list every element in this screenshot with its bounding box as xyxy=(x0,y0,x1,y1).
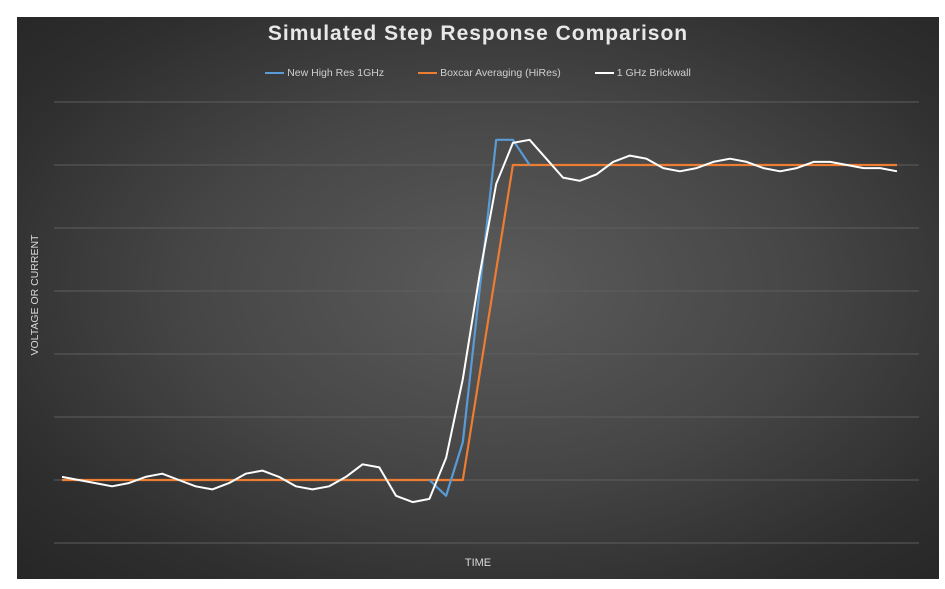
series-line-high-res xyxy=(428,138,531,497)
x-axis-label: TIME xyxy=(464,557,492,569)
legend-swatch-high-res xyxy=(265,72,285,74)
legend-swatch-brickwall xyxy=(594,72,614,74)
legend-label-brickwall: 1 GHz Brickwall xyxy=(616,67,691,79)
legend-swatch-boxcar xyxy=(418,72,438,74)
legend-item-boxcar: Boxcar Averaging (HiRes) xyxy=(418,67,561,79)
chart-area: Simulated Step Response Comparison New H… xyxy=(17,17,939,579)
series-line-boxcar xyxy=(62,163,897,482)
legend-label-boxcar: Boxcar Averaging (HiRes) xyxy=(440,67,561,79)
legend-item-brickwall: 1 GHz Brickwall xyxy=(594,67,691,79)
legend: New High Res 1GHz Boxcar Averaging (HiRe… xyxy=(17,67,939,79)
y-axis-label: VOLTAGE OR CURRENT xyxy=(29,234,41,356)
plot-svg xyxy=(54,101,919,544)
chart-title: Simulated Step Response Comparison xyxy=(267,22,689,45)
series-line-brickwall xyxy=(61,138,898,504)
legend-item-high-res: New High Res 1GHz xyxy=(265,67,384,79)
legend-label-high-res: New High Res 1GHz xyxy=(287,67,385,79)
